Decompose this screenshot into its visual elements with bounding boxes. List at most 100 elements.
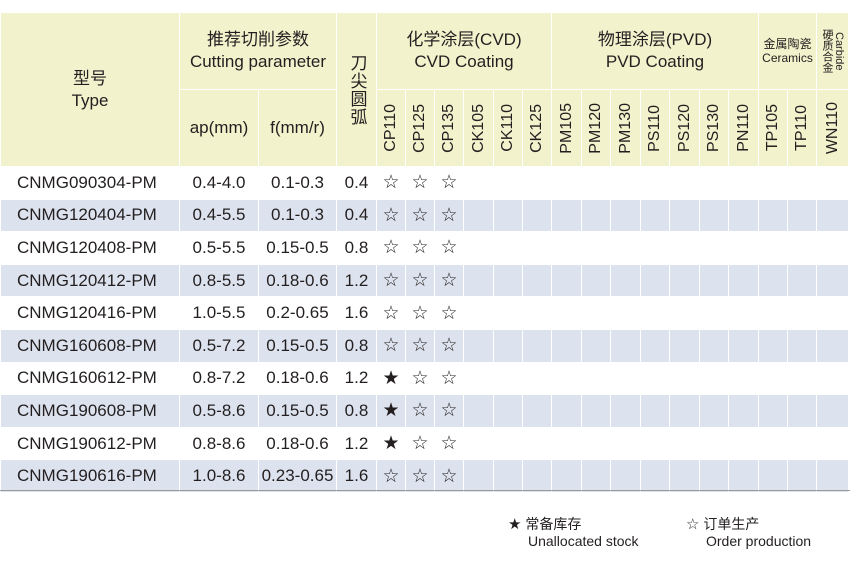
grade-mark-cell: ☆ — [434, 296, 464, 330]
grade-header: PN110 — [728, 89, 759, 167]
grade-mark-cell: ☆ — [376, 263, 406, 298]
grade-mark-cell — [463, 394, 494, 428]
grade-mark-cell — [493, 231, 523, 265]
grade-mark-cell — [581, 296, 611, 330]
ceramics-header-cn: 金属陶瓷 — [763, 37, 812, 51]
grade-header: CP125 — [405, 89, 435, 167]
cvd-header-en: CVD Coating — [414, 52, 514, 71]
grade-mark-cell: ☆ — [434, 328, 464, 363]
carbide-header: 硬质合金 Carbide — [816, 12, 849, 90]
grade-mark-cell — [669, 166, 700, 200]
ap-cell: 0.8-8.6 — [179, 426, 259, 461]
grade-label: CP110 — [382, 104, 399, 152]
grade-mark-cell — [669, 263, 700, 298]
grade-mark-cell — [699, 263, 729, 298]
grade-mark-cell — [758, 394, 788, 428]
grade-mark-cell: ☆ — [405, 361, 435, 396]
grade-mark-cell: ☆ — [434, 361, 464, 396]
grade-mark-cell — [493, 459, 523, 493]
grade-mark-cell — [787, 296, 817, 330]
table-row: CNMG120408-PM 0.5-5.5 0.15-0.5 0.8 ☆ ☆ ☆ — [0, 231, 849, 265]
table-row: CNMG120412-PM 0.8-5.5 0.18-0.6 1.2 ☆ ☆ ☆ — [0, 263, 849, 298]
grade-mark-cell — [728, 459, 759, 493]
table-row: CNMG190608-PM 0.5-8.6 0.15-0.5 0.8 ★ ☆ ☆ — [0, 394, 849, 428]
grade-mark-cell — [522, 459, 552, 493]
grade-mark-cell — [640, 231, 670, 265]
grade-mark-cell — [699, 426, 729, 461]
grade-label: CK125 — [528, 103, 545, 153]
grade-mark-cell — [699, 328, 729, 363]
grade-mark-cell — [581, 459, 611, 493]
grade-mark-cell — [758, 361, 788, 396]
grade-mark-cell — [669, 231, 700, 265]
grade-mark-cell: ☆ — [434, 394, 464, 428]
type-cell: CNMG120408-PM — [0, 231, 180, 265]
grade-mark-cell — [610, 328, 641, 363]
grade-mark-cell: ☆ — [434, 263, 464, 298]
grade-mark-cell — [581, 231, 611, 265]
type-cell: CNMG160612-PM — [0, 361, 180, 396]
grade-mark-cell — [728, 166, 759, 200]
radius-header-cn: 刀尖圆弧 — [347, 53, 367, 126]
type-cell: CNMG190608-PM — [0, 394, 180, 428]
ap-cell: 0.5-8.6 — [179, 394, 259, 428]
radius-cell: 1.2 — [336, 426, 377, 461]
grade-mark-cell — [463, 296, 494, 330]
type-cell: CNMG090304-PM — [0, 166, 180, 200]
grade-mark-cell — [640, 394, 670, 428]
grade-label: TP110 — [793, 105, 810, 151]
grade-mark-cell — [758, 198, 788, 233]
grade-mark-cell: ☆ — [376, 328, 406, 363]
f-cell: 0.15-0.5 — [258, 328, 337, 363]
radius-cell: 0.8 — [336, 328, 377, 363]
f-cell: 0.15-0.5 — [258, 231, 337, 265]
grade-mark-cell — [728, 198, 759, 233]
table-row: CNMG120404-PM 0.4-5.5 0.1-0.3 0.4 ☆ ☆ ☆ — [0, 198, 849, 233]
grade-mark-cell — [669, 328, 700, 363]
grade-mark-cell — [581, 263, 611, 298]
ap-cell: 0.5-5.5 — [179, 231, 259, 265]
radius-cell: 0.4 — [336, 166, 377, 200]
grade-header: PM130 — [610, 89, 641, 167]
grade-mark-cell — [610, 426, 641, 461]
grade-mark-cell: ☆ — [376, 296, 406, 330]
table-row: CNMG160608-PM 0.5-7.2 0.15-0.5 0.8 ☆ ☆ ☆ — [0, 328, 849, 363]
ap-cell: 0.5-7.2 — [179, 328, 259, 363]
type-cell: CNMG160608-PM — [0, 328, 180, 363]
grade-mark-cell — [551, 328, 582, 363]
grade-header: PS120 — [669, 89, 700, 167]
order-star-icon: ☆ — [686, 516, 700, 533]
grade-mark-cell — [699, 459, 729, 493]
grade-label: PM105 — [557, 102, 575, 154]
grade-header: PM120 — [581, 89, 611, 167]
grade-mark-cell — [493, 263, 523, 298]
grade-mark-cell — [787, 394, 817, 428]
grade-mark-cell: ☆ — [376, 459, 406, 493]
grade-mark-cell — [551, 296, 582, 330]
grade-mark-cell — [816, 394, 849, 428]
ap-cell: 0.4-5.5 — [179, 198, 259, 233]
grade-header: CK110 — [493, 89, 523, 167]
radius-cell: 0.4 — [336, 198, 377, 233]
grade-mark-cell: ☆ — [405, 166, 435, 200]
stock-star-icon: ★ — [508, 516, 522, 533]
grade-mark-cell — [728, 263, 759, 298]
grade-mark-cell — [493, 296, 523, 330]
f-cell: 0.1-0.3 — [258, 198, 337, 233]
grade-label: CK110 — [499, 104, 516, 152]
grade-mark-cell — [463, 426, 494, 461]
grade-label: PS120 — [675, 103, 693, 153]
grade-mark-cell — [669, 394, 700, 428]
grade-mark-cell — [816, 361, 849, 396]
legend-order: ☆ 订单生产 Order production — [686, 516, 811, 549]
grade-mark-cell — [816, 328, 849, 363]
grade-mark-cell — [493, 426, 523, 461]
grade-table: 型号 Type 推荐切削参数 Cutting parameter 刀尖圆弧 化学… — [0, 12, 849, 493]
grade-mark-cell — [610, 296, 641, 330]
grade-mark-cell: ☆ — [434, 198, 464, 233]
grade-label: CP135 — [440, 103, 457, 153]
grade-mark-cell — [669, 198, 700, 233]
grade-mark-cell — [728, 394, 759, 428]
grade-mark-cell: ☆ — [376, 231, 406, 265]
cutting-header: 推荐切削参数 Cutting parameter — [179, 12, 337, 90]
